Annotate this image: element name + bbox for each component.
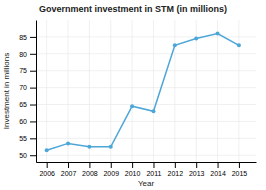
x-tick: 2006: [39, 162, 55, 177]
x-tick-mark: [68, 162, 69, 168]
y-tick: 85: [19, 34, 36, 41]
grid-line-x: [196, 20, 197, 162]
x-tick-label: 2009: [103, 170, 119, 177]
x-tick-mark: [218, 162, 219, 168]
x-tick: 2013: [189, 162, 205, 177]
x-tick-label: 2013: [189, 170, 205, 177]
grid-line-y: [36, 155, 256, 156]
y-tick-label: 70: [19, 84, 27, 91]
y-tick-label: 80: [19, 51, 27, 58]
x-tick-label: 2015: [232, 170, 248, 177]
y-tick: 75: [19, 67, 36, 74]
x-tick: 2010: [125, 162, 141, 177]
y-tick-label: 50: [19, 152, 27, 159]
x-tick-label: 2010: [125, 170, 141, 177]
x-tick-mark: [153, 162, 154, 168]
grid-line-x: [174, 20, 175, 162]
title: Government investment in STM (in million…: [39, 4, 227, 14]
x-tick-mark: [132, 162, 133, 168]
grid-line-x: [238, 20, 239, 162]
point: [194, 37, 198, 41]
plot: 2006 2007 2008 2009 2010 2011 2012 2013 2014 2015…: [19, 20, 256, 177]
x-tick-label: 2011: [146, 170, 161, 177]
x-tick-mark: [239, 162, 240, 168]
y-tick-mark: [30, 105, 36, 106]
point: [109, 145, 113, 149]
y-axis-title: Investment in millions: [2, 53, 11, 129]
x-tick: 2012: [168, 162, 184, 177]
x-tick: 2011: [146, 162, 161, 177]
x-tick-label: 2006: [39, 170, 55, 177]
x-tick-mark: [111, 162, 112, 168]
grid-line-x: [217, 20, 218, 162]
point: [66, 141, 70, 145]
y-tick-label: 55: [19, 135, 27, 142]
grid-line-x: [89, 20, 90, 162]
y-tick: 80: [19, 51, 36, 58]
point: [216, 32, 220, 36]
y-tick-mark: [30, 54, 36, 55]
y-tick: 55: [19, 135, 36, 142]
x-tick: 2015: [232, 162, 248, 177]
x-tick-mark: [89, 162, 90, 168]
x-tick: 2008: [82, 162, 98, 177]
point: [45, 148, 49, 152]
y-tick-label: 65: [19, 101, 27, 108]
chart: 2006 2007 2008 2009 2010 2011 2012 2013 2014 2015…: [0, 0, 266, 190]
y-tick-label: 60: [19, 118, 27, 125]
grid-line-y: [36, 104, 256, 105]
grid-line-y: [36, 138, 256, 139]
grid-line-x: [153, 20, 154, 162]
y-tick-mark: [30, 121, 36, 122]
point: [173, 43, 177, 47]
y-tick-mark: [30, 71, 36, 72]
y-tick-label: 75: [19, 67, 27, 74]
x-tick-mark: [47, 162, 48, 168]
x-tick: 2007: [61, 162, 77, 177]
x-tick: 2014: [210, 162, 226, 177]
x-tick: 2009: [103, 162, 119, 177]
grid-line-x: [68, 20, 69, 162]
grid-line-x: [110, 20, 111, 162]
grid-line-x: [132, 20, 133, 162]
axis-line: [36, 21, 37, 163]
grid-line-y: [36, 53, 256, 54]
y-tick-mark: [30, 88, 36, 89]
y-tick-label: 85: [19, 34, 27, 41]
x-tick-label: 2012: [168, 170, 184, 177]
point: [87, 145, 91, 149]
x-axis: 2006 2007 2008 2009 2010 2011 2012 2013 2014 2015: [37, 162, 257, 177]
x-tick-mark: [196, 162, 197, 168]
grid: [36, 20, 256, 162]
grid-line-x: [46, 20, 47, 162]
y-tick-mark: [30, 138, 36, 139]
series: [45, 32, 241, 153]
y-tick: 60: [19, 118, 36, 125]
point: [130, 104, 134, 108]
x-axis-title: Year: [138, 179, 155, 188]
x-tick-label: 2007: [61, 170, 77, 177]
point: [151, 109, 155, 113]
x-tick-mark: [175, 162, 176, 168]
y-tick-mark: [30, 155, 36, 156]
y-tick-mark: [30, 37, 36, 38]
point: [237, 43, 241, 47]
axis-line: [37, 162, 257, 163]
grid-line-y: [36, 121, 256, 122]
y-axis: 50 55 60 65 70 75 80 85: [19, 21, 36, 163]
y-tick: 70: [19, 84, 36, 91]
x-tick-label: 2008: [82, 170, 98, 177]
line: [47, 34, 239, 151]
y-tick: 50: [19, 152, 36, 159]
grid-line-y: [36, 70, 256, 71]
x-tick-label: 2014: [210, 170, 226, 177]
y-tick: 65: [19, 101, 36, 108]
grid-line-y: [36, 87, 256, 88]
